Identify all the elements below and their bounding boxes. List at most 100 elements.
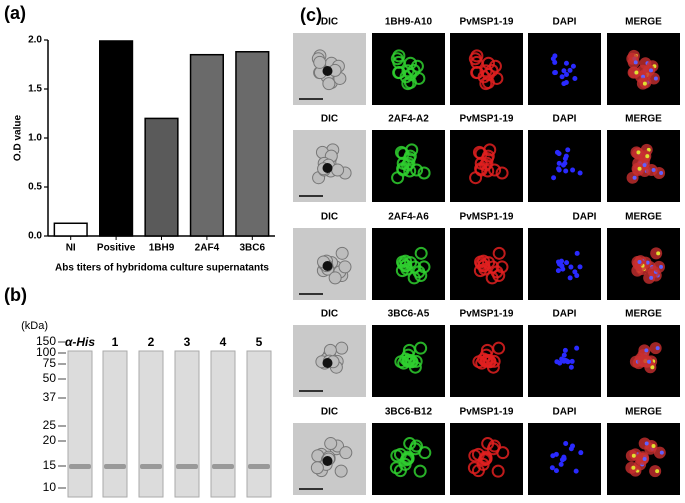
y-tick-label: 0.0 — [28, 231, 42, 242]
merge — [642, 163, 647, 168]
stain — [492, 246, 506, 260]
stain — [467, 461, 481, 475]
stain — [405, 355, 419, 369]
marker-label: 10 — [43, 480, 57, 494]
merge — [659, 170, 664, 175]
stain — [417, 260, 431, 274]
stain — [481, 149, 495, 163]
channel-label: MERGE — [625, 309, 662, 320]
stain — [496, 446, 510, 460]
channel-label: PvMSP1-19 — [460, 309, 514, 320]
micrograph — [528, 228, 601, 300]
stain — [407, 271, 421, 285]
stain — [401, 77, 415, 91]
merge — [632, 175, 637, 180]
nucleus — [552, 70, 558, 76]
stain — [495, 166, 509, 180]
channel-label: MERGE — [625, 114, 662, 125]
stain — [481, 164, 495, 178]
nucleus — [555, 268, 561, 274]
nucleus — [554, 359, 560, 365]
nucleus — [561, 352, 567, 358]
nucleus — [567, 275, 573, 281]
x-tick-label: 2AF4 — [195, 243, 220, 254]
nucleus — [573, 468, 579, 474]
merge — [649, 275, 654, 280]
merge — [653, 76, 658, 81]
nucleus — [561, 456, 567, 462]
lane-label: 5 — [256, 335, 263, 349]
pigment — [322, 261, 333, 271]
merge — [651, 168, 656, 173]
pigment — [322, 66, 333, 76]
blot-strip — [138, 350, 164, 498]
x-tick-label: NI — [66, 243, 76, 254]
merge — [642, 81, 647, 86]
stain — [401, 452, 415, 466]
nucleus — [563, 153, 569, 159]
blot-band — [176, 464, 198, 469]
nucleus — [556, 160, 562, 166]
blot-strip — [174, 350, 200, 498]
merge — [647, 359, 652, 364]
nucleus — [569, 358, 575, 364]
channel-label: 3BC6-B12 — [385, 407, 433, 418]
stain — [488, 163, 502, 177]
x-tick-label: 3BC6 — [240, 243, 266, 254]
blot-band — [104, 464, 126, 469]
merge — [636, 150, 641, 155]
merge — [655, 346, 660, 351]
channel-label: PvMSP1-19 — [460, 407, 514, 418]
nucleus — [564, 260, 570, 266]
y-tick-label: 2.0 — [28, 35, 42, 46]
nucleus — [570, 443, 576, 449]
merge — [631, 465, 636, 470]
blot-strip — [210, 350, 236, 498]
channel-label: DIC — [321, 114, 338, 125]
stain — [414, 246, 428, 260]
nucleus — [574, 345, 580, 351]
nucleus — [553, 468, 559, 474]
stain — [477, 259, 491, 273]
nucleus — [577, 170, 583, 176]
stain — [389, 461, 403, 475]
channel-label: PvMSP1-19 — [460, 17, 514, 28]
nucleus — [574, 250, 580, 256]
nucleus — [556, 166, 562, 172]
nucleus — [574, 273, 580, 279]
blot-band — [69, 464, 91, 469]
stain — [495, 260, 509, 274]
channel-label: MERGE — [625, 17, 662, 28]
stain — [474, 255, 488, 269]
nucleus — [561, 68, 567, 74]
marker-label: 20 — [43, 433, 57, 447]
nucleus — [565, 359, 571, 365]
blot-strip — [246, 350, 272, 498]
bar — [99, 40, 134, 237]
nucleus — [552, 59, 558, 65]
cell — [335, 246, 349, 260]
nucleus — [561, 81, 567, 87]
marker-label: 25 — [43, 418, 57, 432]
merge — [633, 60, 638, 65]
nucleus — [567, 67, 573, 73]
y-tick-label: 1.5 — [28, 84, 42, 95]
merge — [659, 450, 664, 455]
nucleus — [563, 441, 569, 447]
blot-strip — [67, 350, 93, 498]
merge — [642, 456, 647, 461]
cell — [331, 163, 345, 177]
nucleus — [558, 461, 564, 467]
nucleus — [554, 149, 560, 155]
nucleus — [568, 264, 574, 270]
stain — [481, 437, 495, 451]
blot-band — [140, 464, 162, 469]
x-tick-label: Positive — [97, 243, 136, 254]
stain — [474, 162, 488, 176]
cell — [338, 260, 352, 274]
merge — [645, 154, 650, 159]
stain — [403, 437, 417, 451]
stain — [392, 55, 406, 69]
marker-label: 15 — [43, 458, 57, 472]
stain — [479, 452, 493, 466]
